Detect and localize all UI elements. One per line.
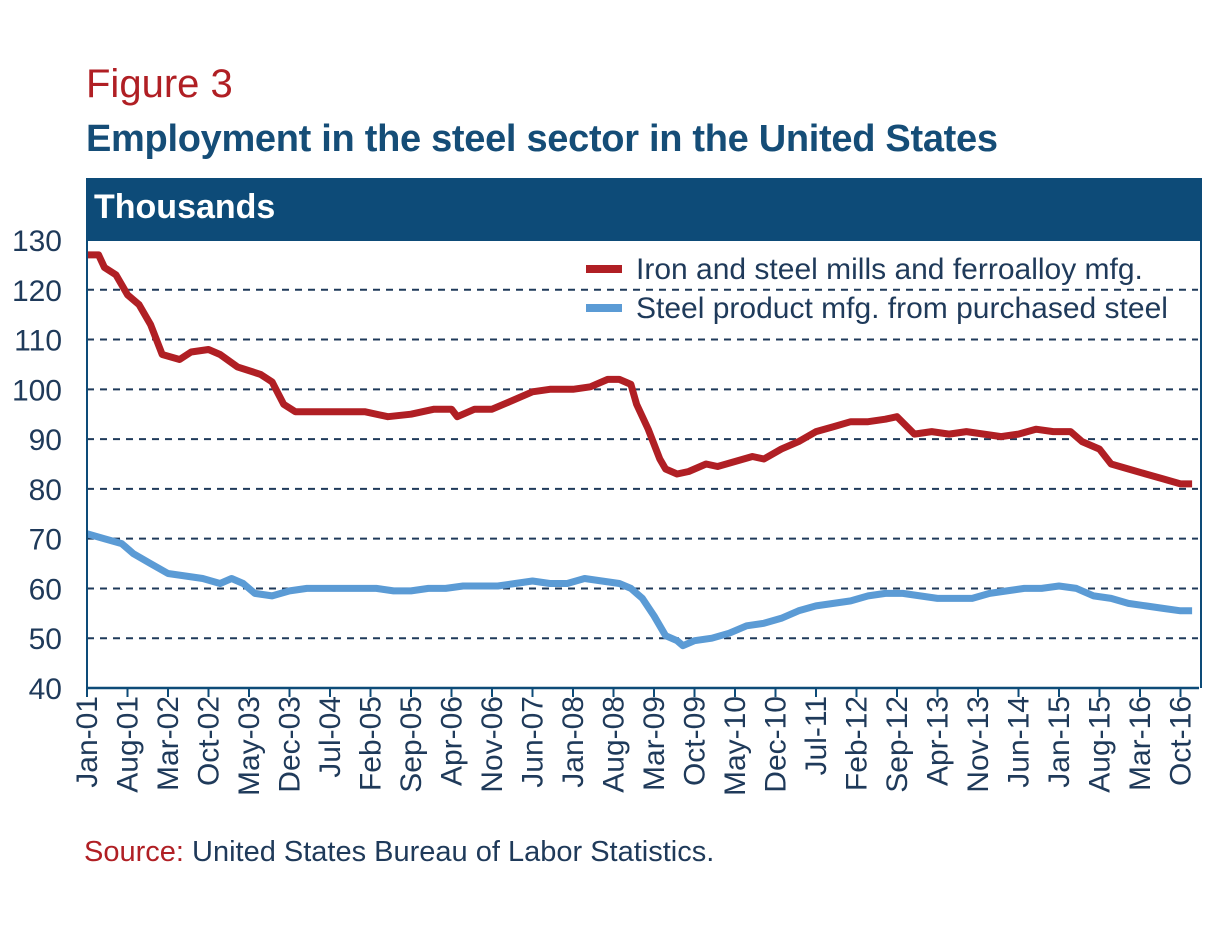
y-tick-label: 100 <box>12 374 62 407</box>
legend-label: Iron and steel mills and ferroalloy mfg. <box>636 253 1143 286</box>
source-label: Source: <box>84 836 184 868</box>
x-tick-label: Aug-01 <box>112 696 145 793</box>
x-tick-label: Feb-12 <box>841 696 874 791</box>
y-tick-label: 90 <box>29 424 62 457</box>
x-tick-label: Jul-11 <box>800 696 833 775</box>
x-tick-label: Dec-10 <box>760 696 793 793</box>
x-tick-label: Nov-13 <box>962 696 995 793</box>
x-tick-label: Mar-09 <box>638 696 671 791</box>
x-tick-label: Sep-05 <box>395 696 428 793</box>
series-lines <box>86 251 1193 650</box>
figure-label: Figure 3 <box>86 62 233 106</box>
x-tick-label: Jun-14 <box>1003 696 1036 788</box>
x-tick-label: Feb-05 <box>355 696 388 791</box>
series-line-steel-product-mfg <box>86 530 1193 650</box>
y-tick-label: 120 <box>12 275 62 308</box>
source-text: United States Bureau of Labor Statistics… <box>192 836 715 868</box>
y-tick-label: 130 <box>12 225 62 258</box>
x-tick-label: May-10 <box>719 696 752 796</box>
legend: Iron and steel mills and ferroalloy mfg.… <box>586 253 1168 325</box>
x-tick-label: Jan-08 <box>557 696 590 788</box>
x-tick-label: Jun-07 <box>517 696 550 788</box>
x-tick-label: Mar-16 <box>1124 696 1157 791</box>
source-note: Source: United States Bureau of Labor St… <box>84 836 714 869</box>
legend-label: Steel product mfg. from purchased steel <box>636 292 1168 325</box>
chart-title: Employment in the steel sector in the Un… <box>86 118 998 160</box>
x-tick-label: Jul-04 <box>314 696 347 778</box>
x-tick-label: Oct-02 <box>193 696 226 786</box>
y-tick-label: 80 <box>29 474 62 507</box>
x-tick-label: Oct-09 <box>679 696 712 786</box>
x-tick-label: May-03 <box>233 696 266 796</box>
x-tick-label: Jan-15 <box>1043 696 1076 788</box>
x-tick-label: Apr-13 <box>922 696 955 786</box>
y-tick-label: 110 <box>14 325 62 358</box>
x-tick-label: Jan-01 <box>71 696 104 788</box>
units-header-bar: Thousands <box>86 178 1202 241</box>
x-tick-label: Aug-15 <box>1084 696 1117 793</box>
x-tick-label: Nov-06 <box>476 696 509 793</box>
x-tick-label: Oct-16 <box>1165 696 1198 786</box>
y-tick-label: 40 <box>29 673 62 706</box>
x-tick-label: Dec-03 <box>274 696 307 793</box>
units-label: Thousands <box>94 188 276 226</box>
y-tick-label: 70 <box>29 524 62 557</box>
x-tick-label: Apr-06 <box>436 696 469 786</box>
x-tick-label: Mar-02 <box>152 696 185 791</box>
x-tick-label: Sep-12 <box>881 696 914 793</box>
y-tick-label: 60 <box>29 573 62 606</box>
series-line-iron-steel-mills <box>87 251 1193 488</box>
y-tick-label: 50 <box>29 623 62 656</box>
x-tick-label: Aug-08 <box>598 696 631 793</box>
